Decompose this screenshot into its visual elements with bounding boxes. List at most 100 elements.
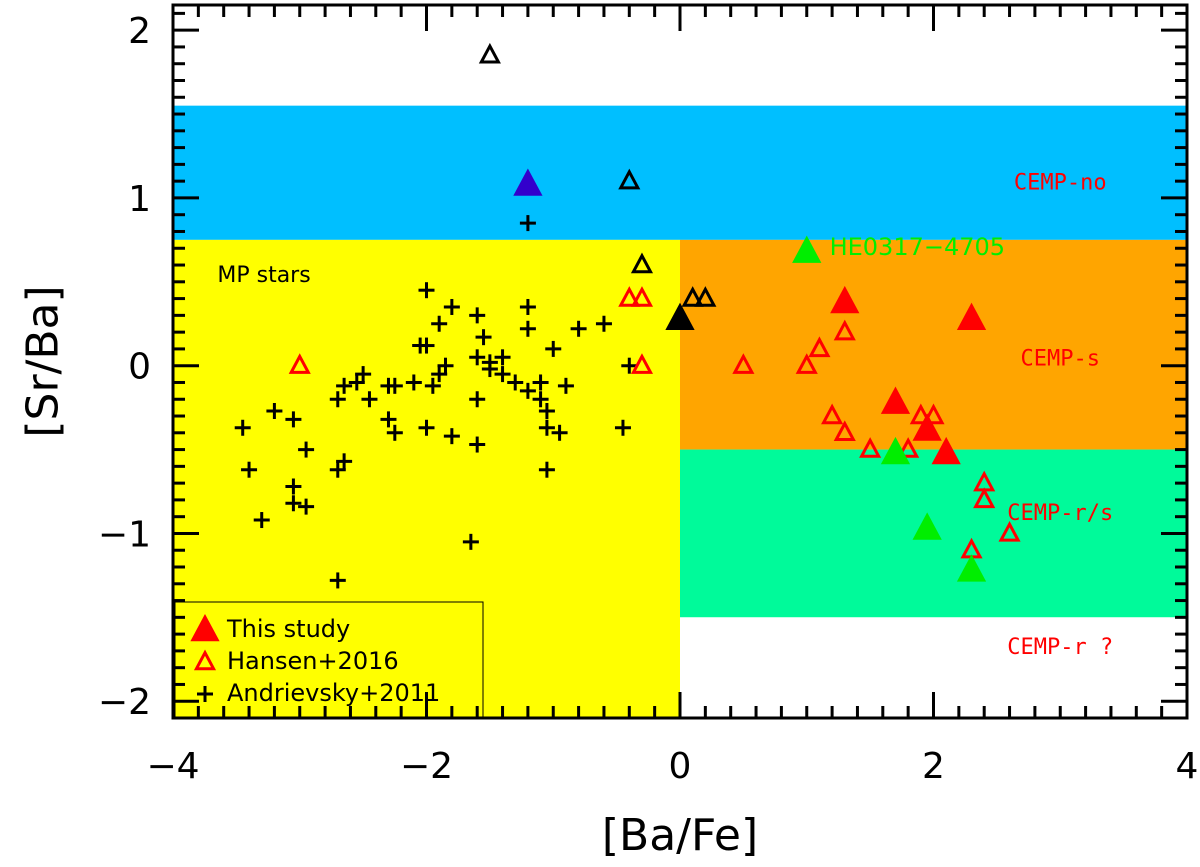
point-0-20 — [630, 252, 654, 274]
point-0-30 — [329, 391, 346, 408]
y-tick-label-4: 2 — [128, 11, 151, 52]
point-0-39 — [538, 402, 555, 419]
point-0-47 — [298, 441, 315, 458]
series-hansen-2016 — [288, 42, 1021, 559]
point-0-6 — [808, 336, 831, 358]
point-0-50 — [329, 461, 346, 478]
point-0-9 — [833, 420, 856, 441]
legend-label-2: Andrievsky+2011 — [227, 679, 440, 707]
point-0-19 — [355, 366, 372, 383]
point-0-9 — [513, 168, 543, 196]
region-label-2: CEMP-s — [1021, 347, 1100, 372]
point-0-2 — [880, 386, 911, 414]
point-0-48 — [241, 461, 258, 478]
point-0-9 — [475, 329, 492, 346]
point-0-1 — [418, 282, 435, 299]
point-0-23 — [405, 374, 422, 391]
region-labels: CEMP-no MP stars CEMP-s CEMP-r/s CEMP-r ? — [217, 171, 1113, 661]
point-0-18 — [431, 366, 448, 383]
point-0-27 — [532, 374, 549, 391]
point-0-2 — [630, 286, 654, 307]
point-0-10 — [859, 437, 882, 458]
y-tick-label-0: −2 — [98, 682, 151, 723]
y-tick-label-3: 1 — [128, 179, 151, 220]
region-label-3: CEMP-r/s — [1007, 501, 1113, 526]
point-0-31 — [469, 391, 486, 408]
region-label-4: CEMP-r ? — [1007, 635, 1113, 660]
point-0-51 — [538, 461, 555, 478]
point-0-10 — [665, 302, 695, 331]
point-0-11 — [418, 337, 435, 354]
point-0-3 — [630, 353, 654, 374]
series-andrievsky-2011 — [234, 215, 638, 589]
point-0-33 — [361, 391, 378, 408]
point-0-38 — [386, 424, 403, 441]
legend-marker-1 — [193, 649, 217, 671]
point-0-24 — [424, 377, 441, 394]
series-this-study — [513, 168, 987, 582]
point-0-12 — [909, 403, 932, 425]
point-0-25 — [507, 374, 524, 391]
point-0-45 — [443, 428, 460, 445]
data-points — [234, 42, 1021, 589]
point-0-17 — [437, 357, 454, 374]
point-0-14 — [481, 361, 498, 378]
x-tick-label-4: 4 — [1176, 746, 1199, 787]
point-0-49 — [336, 453, 353, 470]
point-0-11 — [897, 437, 920, 458]
point-0-21 — [681, 286, 704, 307]
point-0-3 — [912, 413, 942, 441]
point-0-15 — [494, 349, 511, 366]
point-0-42 — [614, 419, 631, 436]
point-0-52 — [285, 478, 302, 495]
point-0-1 — [618, 286, 641, 307]
region-0 — [173, 105, 1187, 240]
legend-label-1: Hansen+2016 — [227, 647, 399, 675]
point-0-4 — [732, 353, 755, 374]
x-tick-label-0: −4 — [146, 746, 199, 787]
point-0-22 — [386, 377, 403, 394]
point-0-1 — [956, 302, 987, 331]
region-label-1: MP stars — [217, 263, 310, 288]
point-0-55 — [253, 512, 270, 529]
y-tick-label-2: 0 — [128, 347, 151, 388]
point-0-28 — [557, 377, 574, 394]
point-0-26 — [519, 382, 536, 399]
legend-marker-2 — [197, 686, 213, 702]
point-0-20 — [348, 374, 365, 391]
point-0-22 — [694, 286, 717, 307]
point-0-8 — [821, 403, 844, 425]
point-0-6 — [880, 436, 911, 465]
y-tick-label-1: −1 — [98, 514, 151, 555]
point-0-7 — [833, 319, 856, 341]
point-0-15 — [973, 487, 996, 509]
point-0-44 — [234, 419, 251, 436]
point-0-0 — [519, 215, 536, 232]
point-0-34 — [266, 402, 283, 419]
point-0-54 — [298, 498, 315, 515]
point-0-0 — [830, 285, 860, 314]
point-0-53 — [285, 495, 302, 512]
point-0-7 — [595, 315, 612, 332]
point-0-18 — [478, 42, 501, 64]
point-0-8 — [956, 554, 987, 582]
legend-marker-0 — [190, 613, 220, 642]
point-0-37 — [418, 419, 435, 436]
axis-ticks — [171, 5, 1189, 720]
point-0-16 — [998, 520, 1021, 542]
point-0-3 — [469, 307, 486, 324]
point-0-57 — [329, 572, 346, 589]
point-0-35 — [285, 411, 302, 428]
region-1 — [173, 239, 680, 718]
point-0-46 — [469, 436, 486, 453]
point-0-0 — [288, 353, 311, 374]
point-0-4 — [519, 298, 536, 315]
region-2 — [680, 239, 1187, 450]
point-0-13 — [922, 403, 945, 425]
point-0-6 — [570, 320, 587, 337]
region-label-0: CEMP-no — [1014, 171, 1107, 196]
point-0-12 — [469, 349, 486, 366]
point-0-32 — [532, 391, 549, 408]
point-0-7 — [912, 512, 942, 540]
